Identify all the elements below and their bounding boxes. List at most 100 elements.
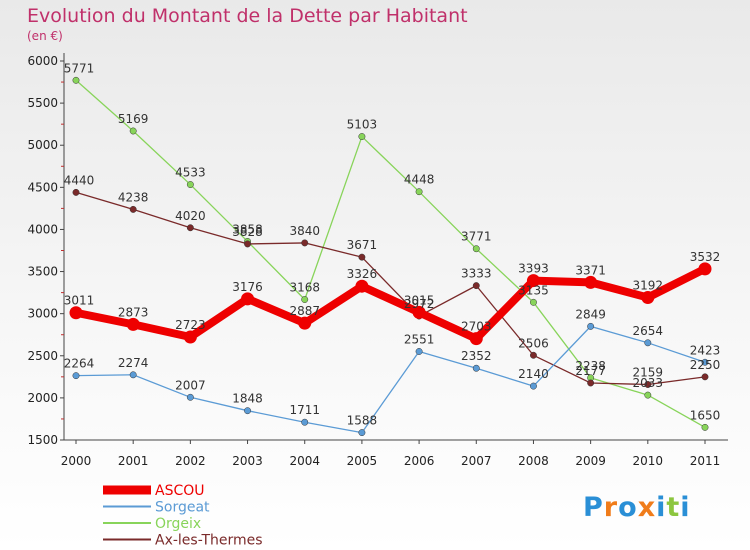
y-tick-label: 4000 xyxy=(27,222,58,236)
data-label: 3168 xyxy=(289,281,320,295)
data-point xyxy=(298,316,312,330)
data-label: 2723 xyxy=(175,318,206,332)
data-label: 3015 xyxy=(404,293,435,307)
data-point xyxy=(701,358,709,366)
data-point xyxy=(301,296,309,303)
series-line-ax-les-thermes xyxy=(75,191,706,386)
series-line-ascou xyxy=(72,264,709,343)
y-tick-label: 5000 xyxy=(27,138,58,152)
data-label: 3771 xyxy=(461,230,492,244)
data-point xyxy=(244,240,251,248)
data-point xyxy=(415,348,423,355)
data-point xyxy=(186,181,194,189)
y-tick-label: 1500 xyxy=(27,433,58,447)
data-point xyxy=(129,127,137,135)
x-tick-label: 2008 xyxy=(518,454,549,468)
data-point xyxy=(72,188,80,196)
data-point xyxy=(701,423,709,431)
y-tick-label: 5500 xyxy=(27,96,58,110)
data-label: 4440 xyxy=(64,173,95,187)
data-label: 3135 xyxy=(518,283,549,297)
y-tick-label: 4500 xyxy=(27,180,58,194)
data-point xyxy=(129,371,137,379)
data-point xyxy=(644,381,652,388)
data-label: 2274 xyxy=(118,356,149,370)
legend-label: Orgeix xyxy=(155,516,201,532)
data-point xyxy=(526,274,540,288)
data-label: 2887 xyxy=(289,304,320,318)
data-labels: 5771 5169 4533 3858 3168 5103 4448 3771 3135 2238… xyxy=(64,61,721,427)
x-tick-label: 2000 xyxy=(61,454,92,468)
data-point xyxy=(358,429,366,437)
data-point xyxy=(72,372,80,380)
data-label: 3828 xyxy=(232,225,263,239)
data-label: 2264 xyxy=(64,357,95,371)
data-point xyxy=(469,332,483,346)
legend-label: ASCOU xyxy=(155,483,205,499)
data-label: 2654 xyxy=(633,324,664,338)
data-point xyxy=(644,339,652,347)
data-label: 4533 xyxy=(175,166,206,180)
y-tick-label: 6000 xyxy=(27,54,58,68)
data-point xyxy=(415,188,423,196)
data-label: 4020 xyxy=(175,209,206,223)
series-line-sorgeat xyxy=(75,325,706,434)
y-tick-label: 3000 xyxy=(27,307,58,321)
data-point xyxy=(244,407,251,415)
data-point xyxy=(355,279,369,293)
x-tick-label: 2007 xyxy=(461,454,492,468)
data-point xyxy=(530,298,537,306)
y-tick-label: 3500 xyxy=(27,265,58,279)
data-label: 3858 xyxy=(232,222,263,236)
data-label: 1848 xyxy=(232,392,263,406)
y-tick-label: 2500 xyxy=(27,349,58,363)
data-point xyxy=(587,379,595,387)
data-label: 3176 xyxy=(232,280,263,294)
proxiti-logo: Proxiti xyxy=(583,492,691,523)
y-tick-label: 2000 xyxy=(27,391,58,405)
data-point xyxy=(358,133,366,140)
data-point xyxy=(129,205,137,213)
series-group xyxy=(69,76,712,437)
x-tick-label: 2001 xyxy=(118,454,149,468)
data-label: 5169 xyxy=(118,112,149,126)
x-tick-label: 2003 xyxy=(232,454,263,468)
logo-letter: o xyxy=(618,492,638,523)
x-tick-label: 2009 xyxy=(575,454,606,468)
data-point xyxy=(412,305,426,319)
data-label: 3326 xyxy=(347,267,378,281)
logo-letter: P xyxy=(583,492,604,523)
data-label: 2238 xyxy=(575,359,606,373)
x-tick-label: 2002 xyxy=(175,454,206,468)
data-label: 2250 xyxy=(690,358,721,372)
data-label: 2177 xyxy=(575,364,606,378)
data-label: 3011 xyxy=(64,294,95,308)
data-label: 4238 xyxy=(118,190,149,204)
data-label: 3393 xyxy=(518,262,549,276)
chart-title: Evolution du Montant de la Dette par Hab… xyxy=(27,5,468,27)
data-label: 3333 xyxy=(461,267,492,281)
chart-subtitle: (en €) xyxy=(27,29,63,43)
data-point xyxy=(126,317,140,331)
data-point xyxy=(183,330,197,344)
data-label: 2033 xyxy=(633,376,664,390)
data-label: 2352 xyxy=(461,349,492,363)
data-label: 2703 xyxy=(461,320,492,334)
data-point xyxy=(186,393,194,401)
x-tick-label: 2005 xyxy=(347,454,378,468)
data-label: 3192 xyxy=(633,278,664,292)
data-point xyxy=(472,364,480,372)
data-point xyxy=(530,351,537,359)
data-label: 2007 xyxy=(175,378,206,392)
data-label: 3532 xyxy=(690,250,721,264)
data-point xyxy=(641,290,655,304)
data-point xyxy=(530,382,537,390)
data-label: 5771 xyxy=(64,61,95,75)
data-point xyxy=(587,322,595,330)
x-tick-label: 2004 xyxy=(289,454,320,468)
data-label: 2551 xyxy=(404,332,435,346)
data-label: 3840 xyxy=(289,224,320,238)
data-point xyxy=(72,76,80,84)
data-label: 2873 xyxy=(118,305,149,319)
